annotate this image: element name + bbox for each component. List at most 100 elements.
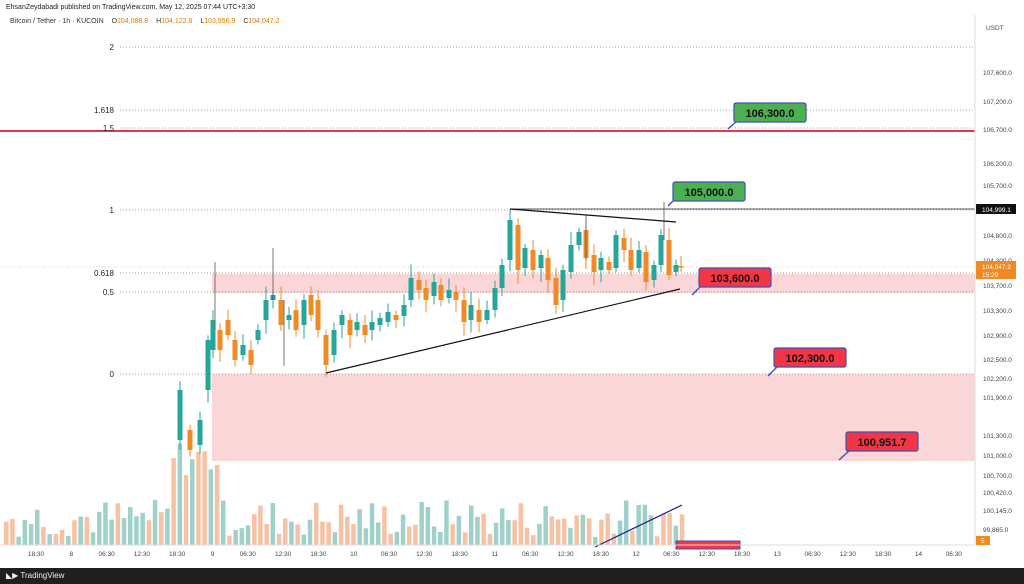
volume-bar bbox=[506, 519, 511, 545]
volume-trend-line[interactable] bbox=[594, 504, 683, 548]
callout-105000[interactable]: 105,000.0 bbox=[667, 181, 746, 207]
volume-bar bbox=[500, 508, 505, 545]
volume-bar bbox=[121, 518, 127, 545]
candle-body bbox=[408, 278, 414, 300]
time-tick: 10 bbox=[350, 551, 358, 558]
volume-bar bbox=[41, 526, 46, 545]
volume-bar bbox=[307, 519, 313, 545]
volume-bar bbox=[214, 465, 220, 545]
candle-body bbox=[522, 248, 528, 268]
candle-body bbox=[636, 250, 642, 268]
candle-body bbox=[263, 300, 269, 320]
volume-bar bbox=[574, 515, 579, 545]
tv-logo-icon: ◣▶ bbox=[6, 571, 21, 580]
volume-bar bbox=[369, 503, 375, 545]
time-tick: 06:30 bbox=[381, 551, 398, 558]
candle-body bbox=[187, 430, 193, 450]
candle-body bbox=[423, 288, 429, 300]
volume-bar bbox=[617, 520, 623, 545]
candle-body bbox=[315, 300, 321, 330]
chart-canvas[interactable]: 2 1.618 1.5 1 0.618 0.5 0 106,300.0 105,… bbox=[0, 0, 1024, 568]
tradingview-logo[interactable]: ◣▶ TradingView bbox=[6, 570, 64, 582]
volume-bar bbox=[450, 524, 455, 545]
price-tick: 101,000.0 bbox=[983, 453, 1012, 460]
candle-body bbox=[205, 340, 211, 390]
triangle-lower-line[interactable] bbox=[325, 288, 681, 374]
volume-bar bbox=[493, 522, 499, 545]
time-tick: 11 bbox=[492, 551, 499, 558]
volume-bar bbox=[555, 519, 561, 545]
candle-body bbox=[293, 310, 299, 330]
ohlc-h: 104,122.8 bbox=[161, 18, 193, 25]
price-marker-last: 104,047.2 15:29 bbox=[976, 261, 1016, 279]
candle-body bbox=[431, 282, 437, 296]
volume-bar bbox=[190, 459, 195, 545]
candle-body bbox=[248, 350, 254, 365]
volume-bar bbox=[636, 505, 641, 545]
volume-bar bbox=[413, 524, 418, 545]
volume-bar bbox=[512, 520, 517, 545]
volume-bar bbox=[462, 532, 468, 545]
volume-bar bbox=[524, 527, 530, 545]
price-tick: 105,700.0 bbox=[983, 183, 1012, 190]
volume-bar bbox=[258, 505, 263, 545]
candle-body bbox=[416, 280, 422, 290]
candle-body bbox=[576, 232, 582, 245]
ohlc-o: 104,088.8 bbox=[117, 18, 149, 25]
volume-bar bbox=[264, 523, 269, 545]
candle-body bbox=[606, 262, 612, 270]
volume-bar bbox=[227, 535, 232, 545]
candle-body bbox=[393, 315, 399, 320]
price-tick: 101,300.0 bbox=[983, 433, 1012, 440]
volume-bar bbox=[655, 536, 660, 545]
candle-body bbox=[446, 290, 452, 298]
volume-bar bbox=[593, 536, 598, 545]
volume-bar bbox=[357, 509, 362, 545]
volume-bar bbox=[165, 508, 170, 545]
volume-bar bbox=[438, 531, 443, 545]
callout-100951[interactable]: 100,951.7 bbox=[838, 431, 919, 461]
price-tick: 101,900.0 bbox=[983, 395, 1012, 402]
time-tick: 18:30 bbox=[875, 551, 892, 558]
price-tick: 106,200.0 bbox=[983, 161, 1012, 168]
candle-body bbox=[621, 238, 627, 250]
volume-bar bbox=[208, 469, 214, 545]
price-axis-ticks: 107,600.0 107,200.0 106,700.0 106,200.0 105,… bbox=[983, 70, 1012, 534]
candle-body bbox=[339, 315, 345, 325]
candle-body bbox=[468, 305, 474, 320]
volume-bar bbox=[537, 523, 542, 545]
volume-bar bbox=[90, 532, 96, 545]
candle-body bbox=[453, 292, 459, 300]
callout-102300[interactable]: 102,300.0 bbox=[767, 347, 847, 377]
volume-bar bbox=[469, 505, 474, 545]
callout-103600[interactable]: 103,600.0 bbox=[691, 267, 772, 296]
volume-bar bbox=[295, 524, 300, 545]
publish-info: EhsanZeydabadi published on TradingView.… bbox=[6, 4, 256, 11]
volume-bar bbox=[599, 519, 604, 545]
callout-106300[interactable]: 106,300.0 bbox=[727, 102, 807, 130]
volume-bar bbox=[543, 506, 548, 545]
candle-body bbox=[308, 295, 314, 315]
time-tick: 06:30 bbox=[804, 551, 821, 558]
candle-body bbox=[598, 258, 604, 270]
candle-body bbox=[545, 258, 551, 280]
candle-body bbox=[530, 250, 536, 270]
volume-bar bbox=[28, 524, 34, 545]
candle-body bbox=[461, 300, 467, 322]
fib-label-05: 0.5 bbox=[103, 288, 115, 297]
volume-bar bbox=[159, 512, 164, 545]
volume-bar bbox=[667, 513, 672, 545]
volume-bar bbox=[72, 520, 77, 545]
candle-body bbox=[628, 250, 634, 270]
volume-bar bbox=[394, 531, 400, 545]
ohlc-h-label: H bbox=[156, 18, 162, 25]
price-marker-high: 104,999.1 bbox=[976, 204, 1016, 214]
volume-bar bbox=[400, 514, 406, 545]
candle-body bbox=[197, 420, 203, 445]
volume-bar bbox=[568, 527, 573, 545]
triangle-upper-line[interactable] bbox=[509, 208, 677, 223]
volume-bar bbox=[456, 515, 462, 545]
volume-bar bbox=[22, 519, 28, 545]
candle-body bbox=[591, 255, 597, 272]
time-tick: 18:30 bbox=[734, 551, 751, 558]
